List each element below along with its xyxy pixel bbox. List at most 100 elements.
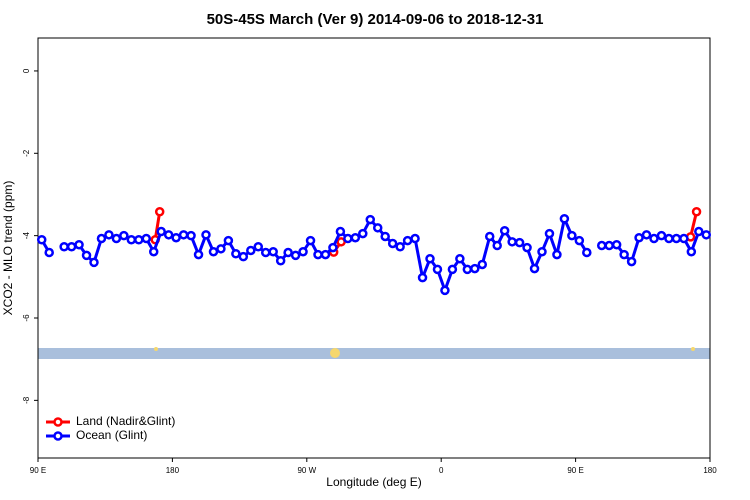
point [268,246,278,257]
point [193,249,204,260]
point [81,250,92,261]
point [305,235,316,246]
plot-frame [37,37,711,459]
point [507,237,517,247]
point [470,263,480,274]
point [447,264,458,275]
point [679,233,689,244]
y-tick-label: 0 [22,68,31,73]
point [552,249,562,260]
point [634,232,644,243]
point [611,239,622,250]
point [44,247,54,258]
point [664,233,674,244]
point [156,226,166,237]
point [425,253,435,264]
point [171,232,181,243]
point [163,230,174,240]
point [208,246,219,257]
point [154,207,165,217]
point [223,235,234,246]
point [574,235,585,246]
point [380,231,390,242]
point [74,239,84,250]
point [365,214,376,225]
point [686,246,697,257]
point [313,249,323,260]
point [260,247,271,258]
point [358,228,368,239]
point [201,230,211,240]
point [320,249,331,260]
point [59,242,69,252]
point [238,251,249,262]
x-tick-label: 90 W [297,466,316,475]
sea-band [38,348,710,359]
legend-marker [53,431,63,441]
point [372,223,383,233]
x-axis-label: Longitude (deg E) [326,475,421,489]
y-tick-label: -2 [22,149,31,157]
point [141,233,152,244]
point [656,230,667,241]
point [335,226,346,237]
y-axis-label: XCO2 - MLO trend (ppm) [1,181,15,316]
point [186,230,196,241]
point [432,264,443,275]
point [111,233,122,244]
point [119,230,129,241]
point [691,207,702,217]
point [387,238,398,249]
point [126,235,137,245]
point [216,244,226,254]
point [298,246,308,257]
point [275,256,286,266]
point [96,233,107,244]
point [537,246,547,257]
band-dot [154,347,158,351]
point [350,232,361,243]
point [455,253,465,264]
point [283,247,293,258]
point [626,256,637,267]
point [701,230,712,240]
legend-label: Ocean (Glint) [76,428,147,442]
point [134,235,144,245]
point [395,242,405,252]
point [290,250,301,261]
point [499,225,510,236]
point [641,230,652,240]
legend-marker [53,417,63,427]
band-dot [330,348,340,358]
point [522,242,532,253]
point [649,233,659,244]
point [328,242,338,253]
point [410,233,420,244]
point [104,230,114,240]
x-tick-label: 0 [439,466,444,475]
x-tick-label: 90 E [30,466,46,475]
point [567,230,577,241]
point [402,235,413,246]
point [246,245,256,256]
y-tick-label: -6 [22,314,31,322]
point [492,240,502,251]
point [440,285,450,296]
point [619,249,629,260]
point [596,240,607,251]
point [89,257,99,268]
band-dot [691,347,695,351]
point [253,242,264,252]
point [671,233,682,244]
point [559,214,570,224]
legend-label: Land (Nadir&Glint) [76,414,175,428]
point [484,231,495,242]
point [582,247,592,258]
point [477,259,488,270]
y-tick-label: -8 [22,396,31,404]
point [529,263,540,274]
x-tick-label: 180 [703,466,717,475]
point [231,249,241,259]
point [178,230,189,240]
